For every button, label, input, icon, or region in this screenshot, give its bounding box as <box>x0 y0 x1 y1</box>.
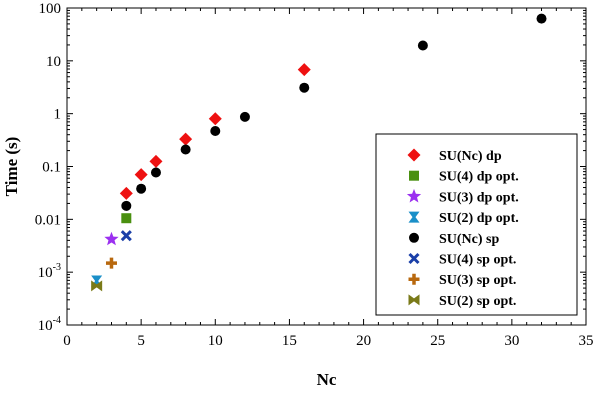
legend-marker <box>409 232 419 243</box>
data-point <box>91 280 103 292</box>
legend-marker <box>408 211 420 223</box>
legend-label: SU(Nc) sp <box>439 232 499 247</box>
x-axis-label: Nc <box>317 370 337 389</box>
x-tick-label: 35 <box>579 333 594 349</box>
data-point <box>180 144 191 155</box>
x-tick-label: 25 <box>430 333 445 349</box>
ticks: 0 5 10 15 20 25 30 35 10-4 10-3 0.01 0.1 1 10 100 <box>35 1 594 349</box>
series-7 <box>91 280 103 292</box>
series-5 <box>120 230 132 242</box>
data-point <box>297 63 311 77</box>
y-tick-label: 100 <box>39 1 62 17</box>
data-point <box>104 231 119 246</box>
legend-box <box>375 133 578 316</box>
series-0 <box>119 63 311 200</box>
series-6 <box>105 257 117 269</box>
legend-label: SU(4) sp opt. <box>439 253 516 268</box>
x-tick-label: 20 <box>356 333 371 349</box>
data-point <box>136 183 147 194</box>
y-tick-label: 10-4 <box>38 315 61 334</box>
data-point <box>105 257 117 269</box>
data-point <box>119 186 133 200</box>
y-tick-label: 0.01 <box>35 212 61 228</box>
data-points <box>91 13 547 292</box>
x-tick-label: 5 <box>137 333 145 349</box>
y-tick-label: 10-3 <box>38 262 61 281</box>
legend-label: SU(2) sp opt. <box>439 294 516 309</box>
legend-label: SU(3) sp opt. <box>439 273 516 288</box>
data-point <box>536 13 547 24</box>
legend-label: SU(2) dp opt. <box>439 211 519 226</box>
legend: SU(Nc) dp SU(4) dp opt. SU(3) dp opt. SU(2)… <box>375 133 578 316</box>
y-tick-label: 1 <box>54 107 62 123</box>
series-1 <box>121 213 132 224</box>
data-point <box>121 200 132 211</box>
data-point <box>149 154 163 168</box>
legend-label: SU(3) dp opt. <box>439 190 519 205</box>
legend-marker <box>408 273 420 285</box>
data-point <box>134 168 148 182</box>
data-point <box>417 40 428 51</box>
legend-marker <box>406 188 422 203</box>
legend-marker <box>408 294 420 306</box>
legend-marker <box>407 148 421 162</box>
data-point <box>210 125 221 136</box>
legend-marker <box>408 252 420 265</box>
x-tick-label: 15 <box>282 333 297 349</box>
data-point <box>299 82 310 93</box>
legend-marker <box>409 170 419 181</box>
data-point <box>120 230 132 242</box>
x-tick-label: 30 <box>504 333 519 349</box>
legend-label: SU(Nc) dp <box>439 149 502 164</box>
data-point <box>121 213 132 224</box>
data-point <box>208 112 222 126</box>
data-point <box>150 167 161 178</box>
y-tick-label: 10 <box>46 54 61 70</box>
series-2 <box>104 231 119 246</box>
series-4 <box>121 13 547 211</box>
x-tick-label: 10 <box>208 333 223 349</box>
data-point <box>239 111 250 122</box>
y-tick-label: 0.1 <box>42 160 61 176</box>
y-axis-label: Time (s) <box>2 137 21 197</box>
legend-label: SU(4) dp opt. <box>439 170 519 185</box>
x-tick-label: 0 <box>63 333 71 349</box>
data-point <box>179 132 193 146</box>
